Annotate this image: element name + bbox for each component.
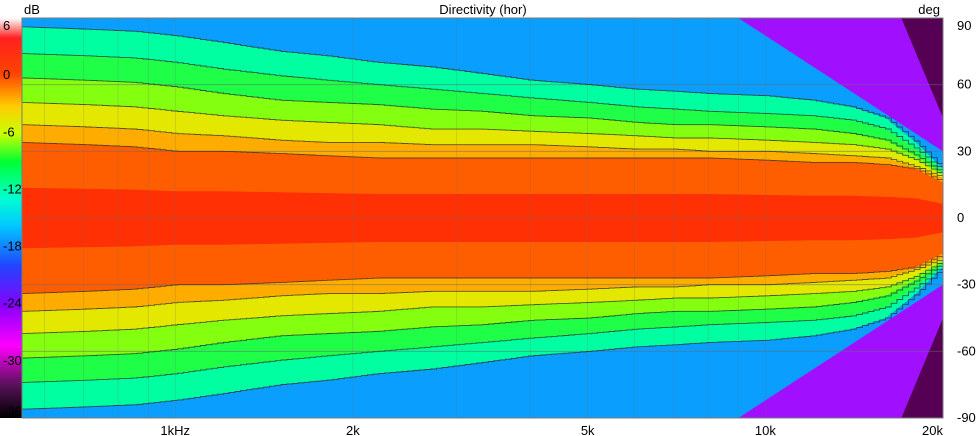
- y-tick-label: 0: [957, 210, 964, 225]
- contour-lines: [22, 26, 943, 410]
- colorbar-tick-label: -36: [3, 404, 22, 419]
- contour-line: [22, 266, 943, 410]
- contour-line: [22, 260, 943, 335]
- y-axis-ticks: 90 60 30 0 -30 -60 -90: [957, 18, 976, 425]
- colorbar: [0, 18, 22, 418]
- contour-line: [22, 26, 943, 170]
- y-tick-label: 60: [957, 77, 971, 92]
- contour-line: [22, 124, 943, 178]
- plot-frame: [21, 17, 944, 419]
- contour-line: [22, 141, 943, 183]
- x-axis-ticks: 1kHz 2k 5k 10k 20k: [160, 423, 943, 436]
- colorbar-tick-label: -6: [3, 124, 15, 139]
- colorbar-tick-label: -30: [3, 353, 22, 368]
- contour-line: [22, 262, 943, 359]
- contour-line: [22, 53, 943, 172]
- x-tick-label: 2k: [346, 423, 360, 436]
- contour-line: [22, 264, 943, 383]
- x-tick-label: 5k: [581, 423, 595, 436]
- contour-line: [22, 77, 943, 174]
- x-tick-label: 10k: [755, 423, 776, 436]
- plot-area: [22, 18, 943, 418]
- colorbar-tick-label: 6: [3, 18, 10, 33]
- contour-line: [22, 101, 943, 176]
- grid-lines: [22, 18, 943, 418]
- colorbar-tick-label: 0: [3, 67, 10, 82]
- band-hf-bottom-dark: [901, 318, 943, 418]
- y-tick-label: 90: [957, 18, 971, 33]
- y-tick-label: 30: [957, 143, 971, 158]
- y-tick-label: -30: [957, 277, 976, 292]
- x-tick-label: 1kHz: [160, 423, 190, 436]
- contour-line: [22, 258, 943, 312]
- colorbar-tick-label: -12: [3, 181, 22, 196]
- x-tick-label: 20k: [922, 423, 943, 436]
- chart-title: Directivity (hor): [439, 2, 526, 17]
- colorbar-tick-label: -18: [3, 239, 22, 254]
- colorbar-unit-label: dB: [24, 2, 40, 17]
- y-tick-label: -90: [957, 410, 976, 425]
- colorbar-ticks: 6 0 -6 -12 -18 -24 -30 -36: [3, 18, 22, 419]
- y-axis-unit-label: deg: [918, 2, 940, 17]
- y-tick-label: -60: [957, 343, 976, 358]
- band-hf-top-dark: [901, 18, 943, 118]
- colorbar-tick-label: -24: [3, 296, 22, 311]
- contour-line: [22, 253, 943, 295]
